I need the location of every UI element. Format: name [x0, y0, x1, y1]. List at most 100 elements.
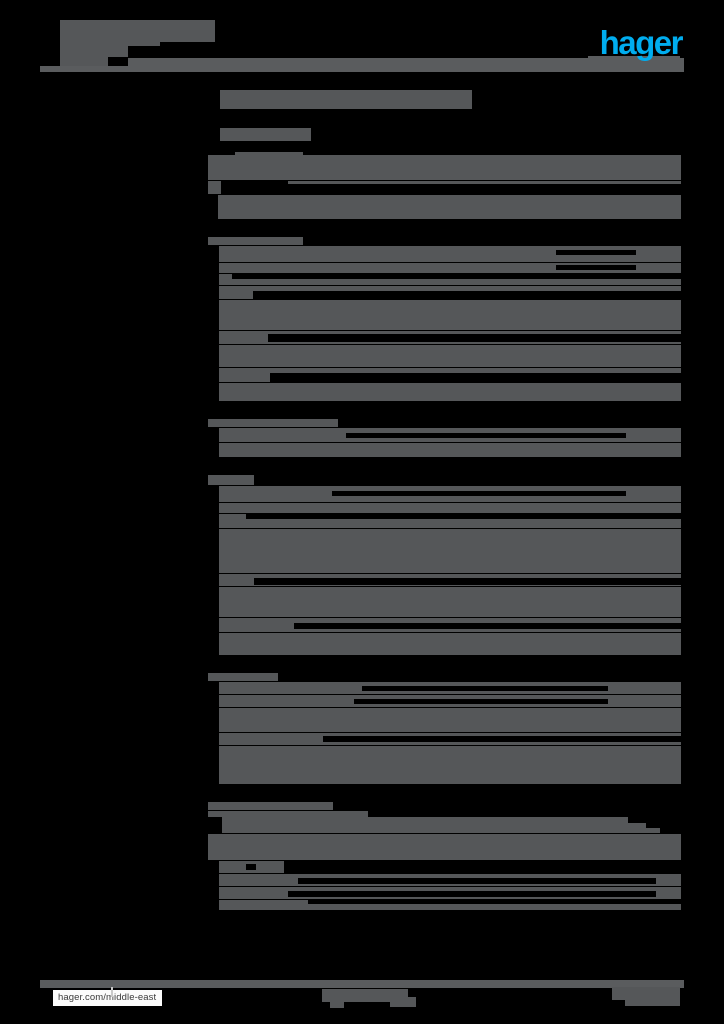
header-subtitle-line-1	[60, 33, 160, 46]
table-row	[208, 673, 681, 681]
table-row	[208, 861, 681, 873]
table-row	[208, 887, 681, 899]
footer-center-redacted-2	[390, 997, 416, 1007]
row-gap	[208, 874, 219, 886]
row-gap	[246, 864, 256, 870]
table-row	[208, 263, 681, 273]
row-gap	[268, 334, 681, 342]
row-gap	[208, 428, 219, 442]
table-row	[208, 443, 681, 457]
row-gap	[660, 828, 681, 833]
footer-page-number	[625, 987, 680, 1006]
footer-center-redacted-3	[330, 1002, 344, 1008]
row-gap	[628, 817, 681, 823]
row-gap	[254, 578, 681, 585]
row-gap	[208, 708, 219, 732]
row-gap	[332, 491, 626, 496]
footer-rule	[40, 980, 684, 988]
table-row	[208, 682, 681, 694]
document-title-redacted	[220, 90, 472, 109]
row-gap	[278, 673, 681, 681]
table-section	[208, 419, 681, 467]
row-gap	[308, 900, 681, 904]
row-gap	[646, 823, 681, 828]
table-row	[208, 587, 681, 617]
row-gap	[208, 529, 219, 573]
footer-center-redacted	[322, 989, 408, 1002]
row-gap	[246, 514, 681, 519]
table-row	[208, 834, 681, 860]
row-gap	[298, 878, 656, 884]
section-gap	[208, 656, 681, 665]
row-gap	[354, 699, 608, 704]
row-gap	[208, 695, 219, 707]
table-row	[208, 195, 681, 219]
row-gap	[288, 184, 681, 194]
table-row	[208, 181, 681, 194]
table-row	[208, 331, 681, 344]
row-gap	[208, 861, 219, 873]
row-gap	[208, 733, 219, 745]
section-gap	[208, 402, 681, 411]
row-gap	[208, 486, 219, 502]
row-gap	[208, 263, 219, 273]
row-gap	[323, 736, 681, 742]
row-gap	[208, 331, 219, 344]
header-rule	[40, 66, 684, 72]
document-subtitle-redacted	[220, 128, 311, 141]
logo-underline	[588, 56, 680, 65]
specification-table	[208, 152, 681, 928]
header-rule-upper	[128, 58, 684, 67]
text-cursor-icon	[111, 987, 113, 997]
table-section	[208, 802, 681, 920]
row-gap	[208, 274, 219, 285]
footer-url-link[interactable]: hager.com/middle-east	[53, 987, 163, 1006]
table-row	[208, 746, 681, 784]
table-row	[208, 618, 681, 632]
row-gap	[208, 503, 219, 513]
table-section	[208, 152, 681, 229]
table-row	[208, 246, 681, 262]
row-gap	[208, 900, 219, 910]
table-row	[208, 633, 681, 655]
row-gap	[208, 587, 219, 617]
row-gap	[270, 373, 681, 382]
row-gap	[208, 682, 219, 694]
row-gap	[254, 475, 681, 485]
table-row	[208, 286, 681, 299]
table-row	[208, 237, 681, 245]
table-row	[208, 428, 681, 442]
footer-page-prefix	[612, 987, 628, 1000]
row-gap	[208, 574, 219, 586]
table-row	[208, 345, 681, 367]
row-gap	[338, 419, 681, 427]
row-gap	[221, 181, 288, 194]
row-gap	[208, 246, 219, 262]
table-row	[208, 733, 681, 745]
row-gap	[208, 887, 219, 899]
row-gap	[208, 633, 219, 655]
row-gap	[303, 237, 681, 245]
header-subtitle-line-2	[60, 46, 128, 57]
header-subtitle-line-3	[60, 57, 108, 67]
table-row	[208, 419, 681, 427]
table-row	[208, 529, 681, 573]
table-row	[208, 874, 681, 886]
table-row	[208, 152, 681, 180]
table-row	[208, 300, 681, 330]
row-gap	[362, 686, 608, 691]
row-gap	[208, 195, 218, 219]
table-row	[208, 695, 681, 707]
row-gap	[556, 250, 636, 255]
row-gap	[208, 368, 219, 382]
row-gap	[253, 291, 681, 299]
table-row	[208, 514, 681, 528]
row-gap	[208, 618, 219, 632]
row-gap	[208, 817, 222, 833]
row-gap	[208, 286, 219, 299]
table-row	[208, 475, 681, 485]
row-gap	[208, 443, 219, 457]
table-section	[208, 475, 681, 665]
table-row	[208, 802, 681, 810]
